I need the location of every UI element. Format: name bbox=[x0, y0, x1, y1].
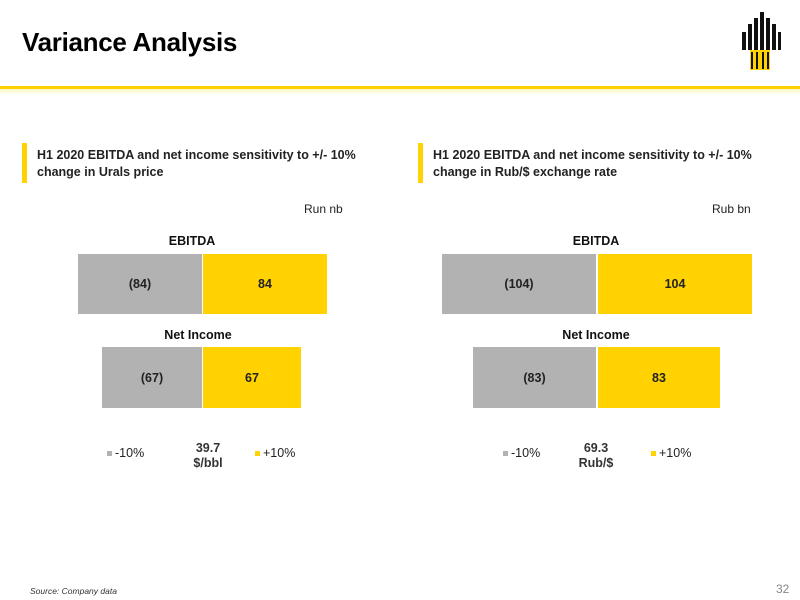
legend-swatch-minus bbox=[107, 450, 112, 456]
legend-swatch-plus bbox=[651, 450, 656, 456]
company-logo bbox=[742, 12, 781, 70]
bar-net-income-minus: (67) bbox=[102, 347, 202, 408]
legend-item-plus: +10% bbox=[651, 446, 691, 460]
legend-item-plus: +10% bbox=[255, 446, 295, 460]
bar-net-income-minus: (83) bbox=[473, 347, 596, 408]
header-divider-shadow bbox=[0, 89, 800, 95]
legend-label-plus: +10% bbox=[263, 446, 296, 460]
bar-ebitda-minus: (84) bbox=[78, 254, 202, 314]
panel-heading: H1 2020 EBITDA and net income sensitivit… bbox=[433, 148, 752, 179]
page-number: 32 bbox=[776, 582, 790, 596]
panel-heading: H1 2020 EBITDA and net income sensitivit… bbox=[37, 148, 356, 179]
bar-ebitda-minus: (104) bbox=[442, 254, 596, 314]
legend-label-plus: +10% bbox=[659, 446, 692, 460]
bar-ebitda-plus: 84 bbox=[203, 254, 327, 314]
base-value-number: 39.7 bbox=[195, 441, 221, 455]
category-label-net-income: Net Income bbox=[164, 328, 232, 342]
base-value-unit: Rub/$ bbox=[578, 456, 614, 470]
page-title: Variance Analysis bbox=[22, 27, 238, 57]
legend-label-minus: -10% bbox=[511, 446, 541, 460]
source-note: Source: Company data bbox=[30, 586, 117, 596]
legend-swatch-minus bbox=[503, 450, 508, 456]
legend-label-minus: -10% bbox=[115, 446, 145, 460]
legend-swatch-plus bbox=[255, 450, 260, 456]
bar-net-income-plus: 67 bbox=[203, 347, 301, 408]
base-value-number: 69.3 bbox=[583, 441, 609, 455]
unit-label: Run nb bbox=[304, 202, 343, 216]
legend-item-minus: -10% bbox=[107, 446, 144, 460]
urals-sensitivity-panel: H1 2020 EBITDA and net income sensitivit… bbox=[22, 143, 392, 478]
panel-accent-bar bbox=[22, 143, 27, 183]
category-label-ebitda: EBITDA bbox=[572, 234, 620, 248]
category-label-ebitda: EBITDA bbox=[168, 234, 216, 248]
category-label-net-income: Net Income bbox=[562, 328, 630, 342]
unit-label: Rub bn bbox=[712, 202, 751, 216]
legend-item-minus: -10% bbox=[503, 446, 540, 460]
base-value: 39.7 $/bbl bbox=[168, 441, 248, 471]
base-value-unit: $/bbl bbox=[193, 456, 223, 470]
base-value: 69.3 Rub/$ bbox=[556, 441, 636, 471]
bar-net-income-plus: 83 bbox=[598, 347, 720, 408]
bar-ebitda-plus: 104 bbox=[598, 254, 752, 314]
header-divider bbox=[0, 86, 800, 89]
panel-accent-bar bbox=[418, 143, 423, 183]
rub-usd-sensitivity-panel: H1 2020 EBITDA and net income sensitivit… bbox=[418, 143, 788, 478]
